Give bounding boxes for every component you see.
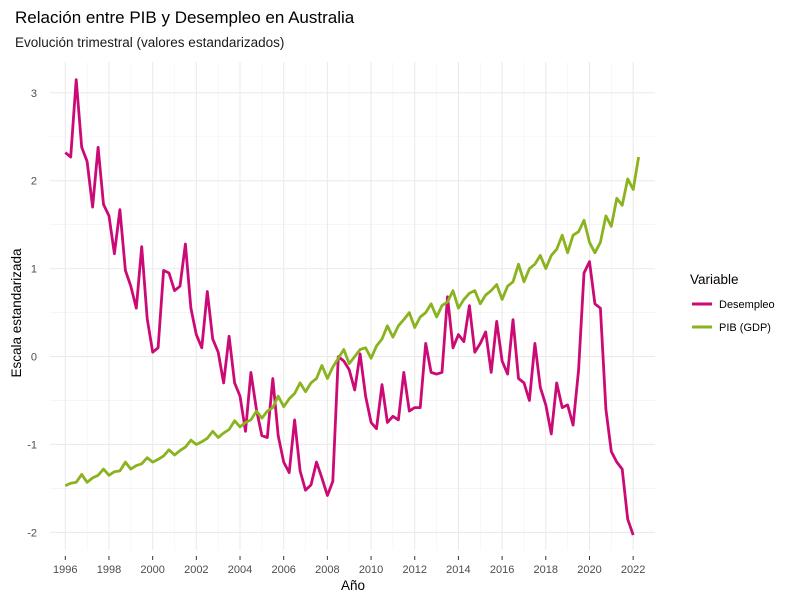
y-tick-label: -1 [27, 439, 37, 451]
x-tick-label: 2016 [490, 564, 514, 576]
series-line-pib-gdp [64, 156, 640, 488]
x-tick-label: 2002 [184, 564, 208, 576]
x-tick-label: 1998 [97, 564, 121, 576]
legend-label: PIB (GDP) [719, 322, 771, 334]
y-tick-label: -2 [27, 527, 37, 539]
x-tick-label: 2006 [271, 564, 295, 576]
x-axis-labels: 1996 1998 2000 2002 2004 2006 2008 2010 2012 2014… [53, 564, 645, 576]
series-line-desempleo [64, 78, 635, 536]
y-tick-label: 3 [31, 88, 37, 100]
series-layer [64, 78, 640, 536]
chart-title: Relación entre PIB y Desempleo en Austra… [15, 8, 355, 27]
y-axis-title: Escala estandarizada [9, 248, 24, 378]
y-tick-label: 1 [31, 264, 37, 276]
x-tick-label: 2020 [577, 564, 601, 576]
x-tick-label: 2008 [315, 564, 339, 576]
plot-panel [50, 62, 655, 550]
y-axis-labels: -2 -1 0 1 2 3 [27, 88, 37, 540]
x-tick-label: 2010 [359, 564, 383, 576]
major-grid-x [64, 62, 634, 550]
x-tick-label: 2000 [140, 564, 164, 576]
x-tick-label: 2018 [534, 564, 558, 576]
x-tick-label: 2014 [446, 564, 470, 576]
minor-grid-y [50, 136, 655, 489]
legend-item-pib-gdp: PIB (GDP) [692, 322, 771, 334]
major-grid-y [50, 92, 655, 533]
legend-items: Desempleo PIB (GDP) [692, 299, 775, 334]
y-axis: -2 -1 0 1 2 3 [27, 88, 37, 540]
x-tick-label: 2012 [403, 564, 427, 576]
minor-grid-x [86, 62, 612, 550]
y-tick-label: 0 [31, 352, 37, 364]
legend-title: Variable [690, 272, 739, 287]
x-axis: 1996 1998 2000 2002 2004 2006 2008 2010 2012 2014… [53, 556, 645, 576]
chart-subtitle: Evolución trimestral (valores estandariz… [15, 35, 284, 50]
x-tick-label: 2004 [228, 564, 252, 576]
legend-item-desempleo: Desempleo [692, 299, 775, 311]
legend-label: Desempleo [719, 299, 775, 311]
legend: Variable Desempleo PIB (GDP) [690, 272, 775, 334]
x-tick-label: 2022 [621, 564, 645, 576]
x-tick-label: 1996 [53, 564, 77, 576]
x-axis-ticks [64, 556, 634, 560]
y-tick-label: 2 [31, 176, 37, 188]
x-axis-title: Año [341, 578, 365, 593]
